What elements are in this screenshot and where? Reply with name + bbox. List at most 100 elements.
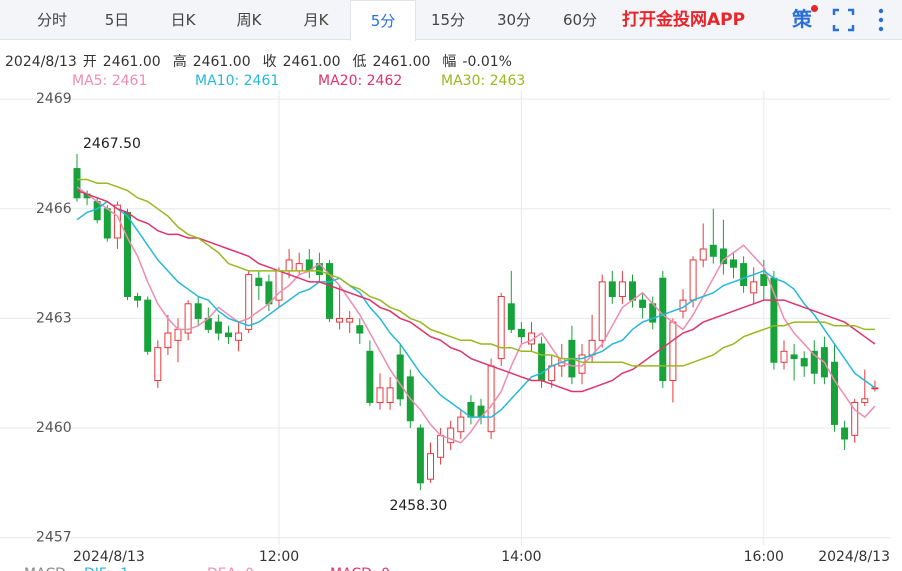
candle-body xyxy=(669,321,677,382)
menu-icon[interactable] xyxy=(878,26,884,32)
tab-bar: 分时 5日 日K 周K 月K 5分 15分 30分 60分 xyxy=(0,0,902,41)
candle-body xyxy=(245,274,253,330)
info-value: -0.01% xyxy=(462,54,512,70)
strategy-button[interactable]: 策 xyxy=(792,7,812,31)
y-tick-label: 2460 xyxy=(36,420,72,436)
candle-body xyxy=(457,416,465,433)
candle-body xyxy=(93,200,101,221)
candle-body xyxy=(356,325,364,334)
info-label: 开 xyxy=(82,54,97,70)
macd-legend: MACD xyxy=(24,566,66,571)
tab[interactable]: 15分 xyxy=(430,11,466,29)
candle-body xyxy=(124,211,131,297)
candle-body xyxy=(517,328,525,338)
macd-legend: DIF: -1 xyxy=(84,566,129,571)
tab[interactable]: 分时 xyxy=(36,11,67,29)
tab[interactable]: 周K xyxy=(236,11,262,29)
tab[interactable]: 30分 xyxy=(496,11,532,29)
candle-body xyxy=(780,350,788,363)
candle-body xyxy=(154,347,162,382)
candle-body xyxy=(629,281,636,301)
candle-body xyxy=(538,343,546,382)
candle-body xyxy=(295,263,303,272)
candle-body xyxy=(810,350,818,374)
candle-body xyxy=(437,434,445,458)
candle-body xyxy=(326,263,333,319)
candle-body xyxy=(497,295,505,360)
tab[interactable]: 5日 xyxy=(104,11,130,29)
app-link[interactable]: 打开金投网APP xyxy=(622,10,746,30)
candle-body xyxy=(618,281,626,297)
candle-body xyxy=(346,317,354,323)
extreme-label: 2458.30 xyxy=(389,498,447,514)
candle-body xyxy=(487,365,495,433)
candle-body xyxy=(639,299,647,308)
candle-body xyxy=(719,248,727,265)
candle-body xyxy=(659,277,667,382)
candle-body xyxy=(851,401,859,436)
candle-body xyxy=(750,281,758,294)
fullscreen-icon[interactable] xyxy=(832,8,855,32)
y-tick-label: 2457 xyxy=(36,530,72,546)
candle-body xyxy=(740,263,748,287)
candle-body xyxy=(73,168,81,199)
info-label: 低 xyxy=(352,54,367,70)
candle-body xyxy=(760,274,768,287)
y-tick-label: 2469 xyxy=(36,91,72,107)
candle-body xyxy=(103,208,111,239)
candle-body xyxy=(134,295,142,301)
candle-body xyxy=(225,332,232,338)
x-tick-label: 14:00 xyxy=(501,549,541,565)
macd-legend: DEA: 0 xyxy=(207,566,254,571)
info-label: 幅 xyxy=(442,54,457,70)
menu-icon[interactable] xyxy=(878,8,884,14)
x-tick-label: 2024/8/13 xyxy=(818,549,890,565)
extreme-label: 2467.50 xyxy=(83,136,141,152)
candle-body xyxy=(396,354,404,400)
candle-body xyxy=(730,259,737,268)
info-value: 2461.00 xyxy=(372,54,431,70)
candle-body xyxy=(416,427,424,484)
candle-body xyxy=(871,387,879,390)
tab[interactable]: 5分 xyxy=(350,0,416,41)
candle-body xyxy=(144,299,152,352)
candle-body xyxy=(699,248,707,261)
menu-icon[interactable] xyxy=(878,17,884,23)
candle-body xyxy=(255,277,263,287)
candle-body xyxy=(285,259,293,272)
ma-line xyxy=(76,189,876,393)
info-value: 2461.00 xyxy=(102,54,161,70)
candle-body xyxy=(689,259,697,301)
candle-body xyxy=(214,321,222,334)
tab[interactable]: 日K xyxy=(170,11,196,29)
legend-entry: MA30: 2463 xyxy=(441,73,525,89)
candle-body xyxy=(608,281,616,297)
tab[interactable]: 60分 xyxy=(562,11,598,29)
candle-body xyxy=(336,317,344,323)
candle-body xyxy=(366,350,374,403)
notify-dot xyxy=(811,5,818,12)
info-label: 收 xyxy=(262,54,277,70)
candle-body xyxy=(386,387,394,403)
candle-body xyxy=(235,332,243,341)
candle-body xyxy=(427,453,434,480)
ma-line xyxy=(76,200,876,418)
info-date: 2024/8/13 xyxy=(5,54,77,70)
candle-body xyxy=(841,427,849,440)
y-tick-label: 2466 xyxy=(36,201,72,217)
x-tick-label: 12:00 xyxy=(259,549,299,565)
candle-body xyxy=(174,328,182,341)
candle-body xyxy=(184,303,192,334)
candle-body xyxy=(376,387,384,403)
candle-body xyxy=(598,281,606,341)
candle-body xyxy=(709,244,717,257)
macd-legend: MACD: 0 xyxy=(330,566,390,571)
candle-body xyxy=(800,358,808,367)
y-tick-label: 2463 xyxy=(36,310,72,326)
legend-entry: MA5: 2461 xyxy=(72,73,147,89)
ma-line xyxy=(76,186,876,444)
tab[interactable]: 月K xyxy=(303,11,329,29)
x-tick-label: 16:00 xyxy=(744,549,784,565)
